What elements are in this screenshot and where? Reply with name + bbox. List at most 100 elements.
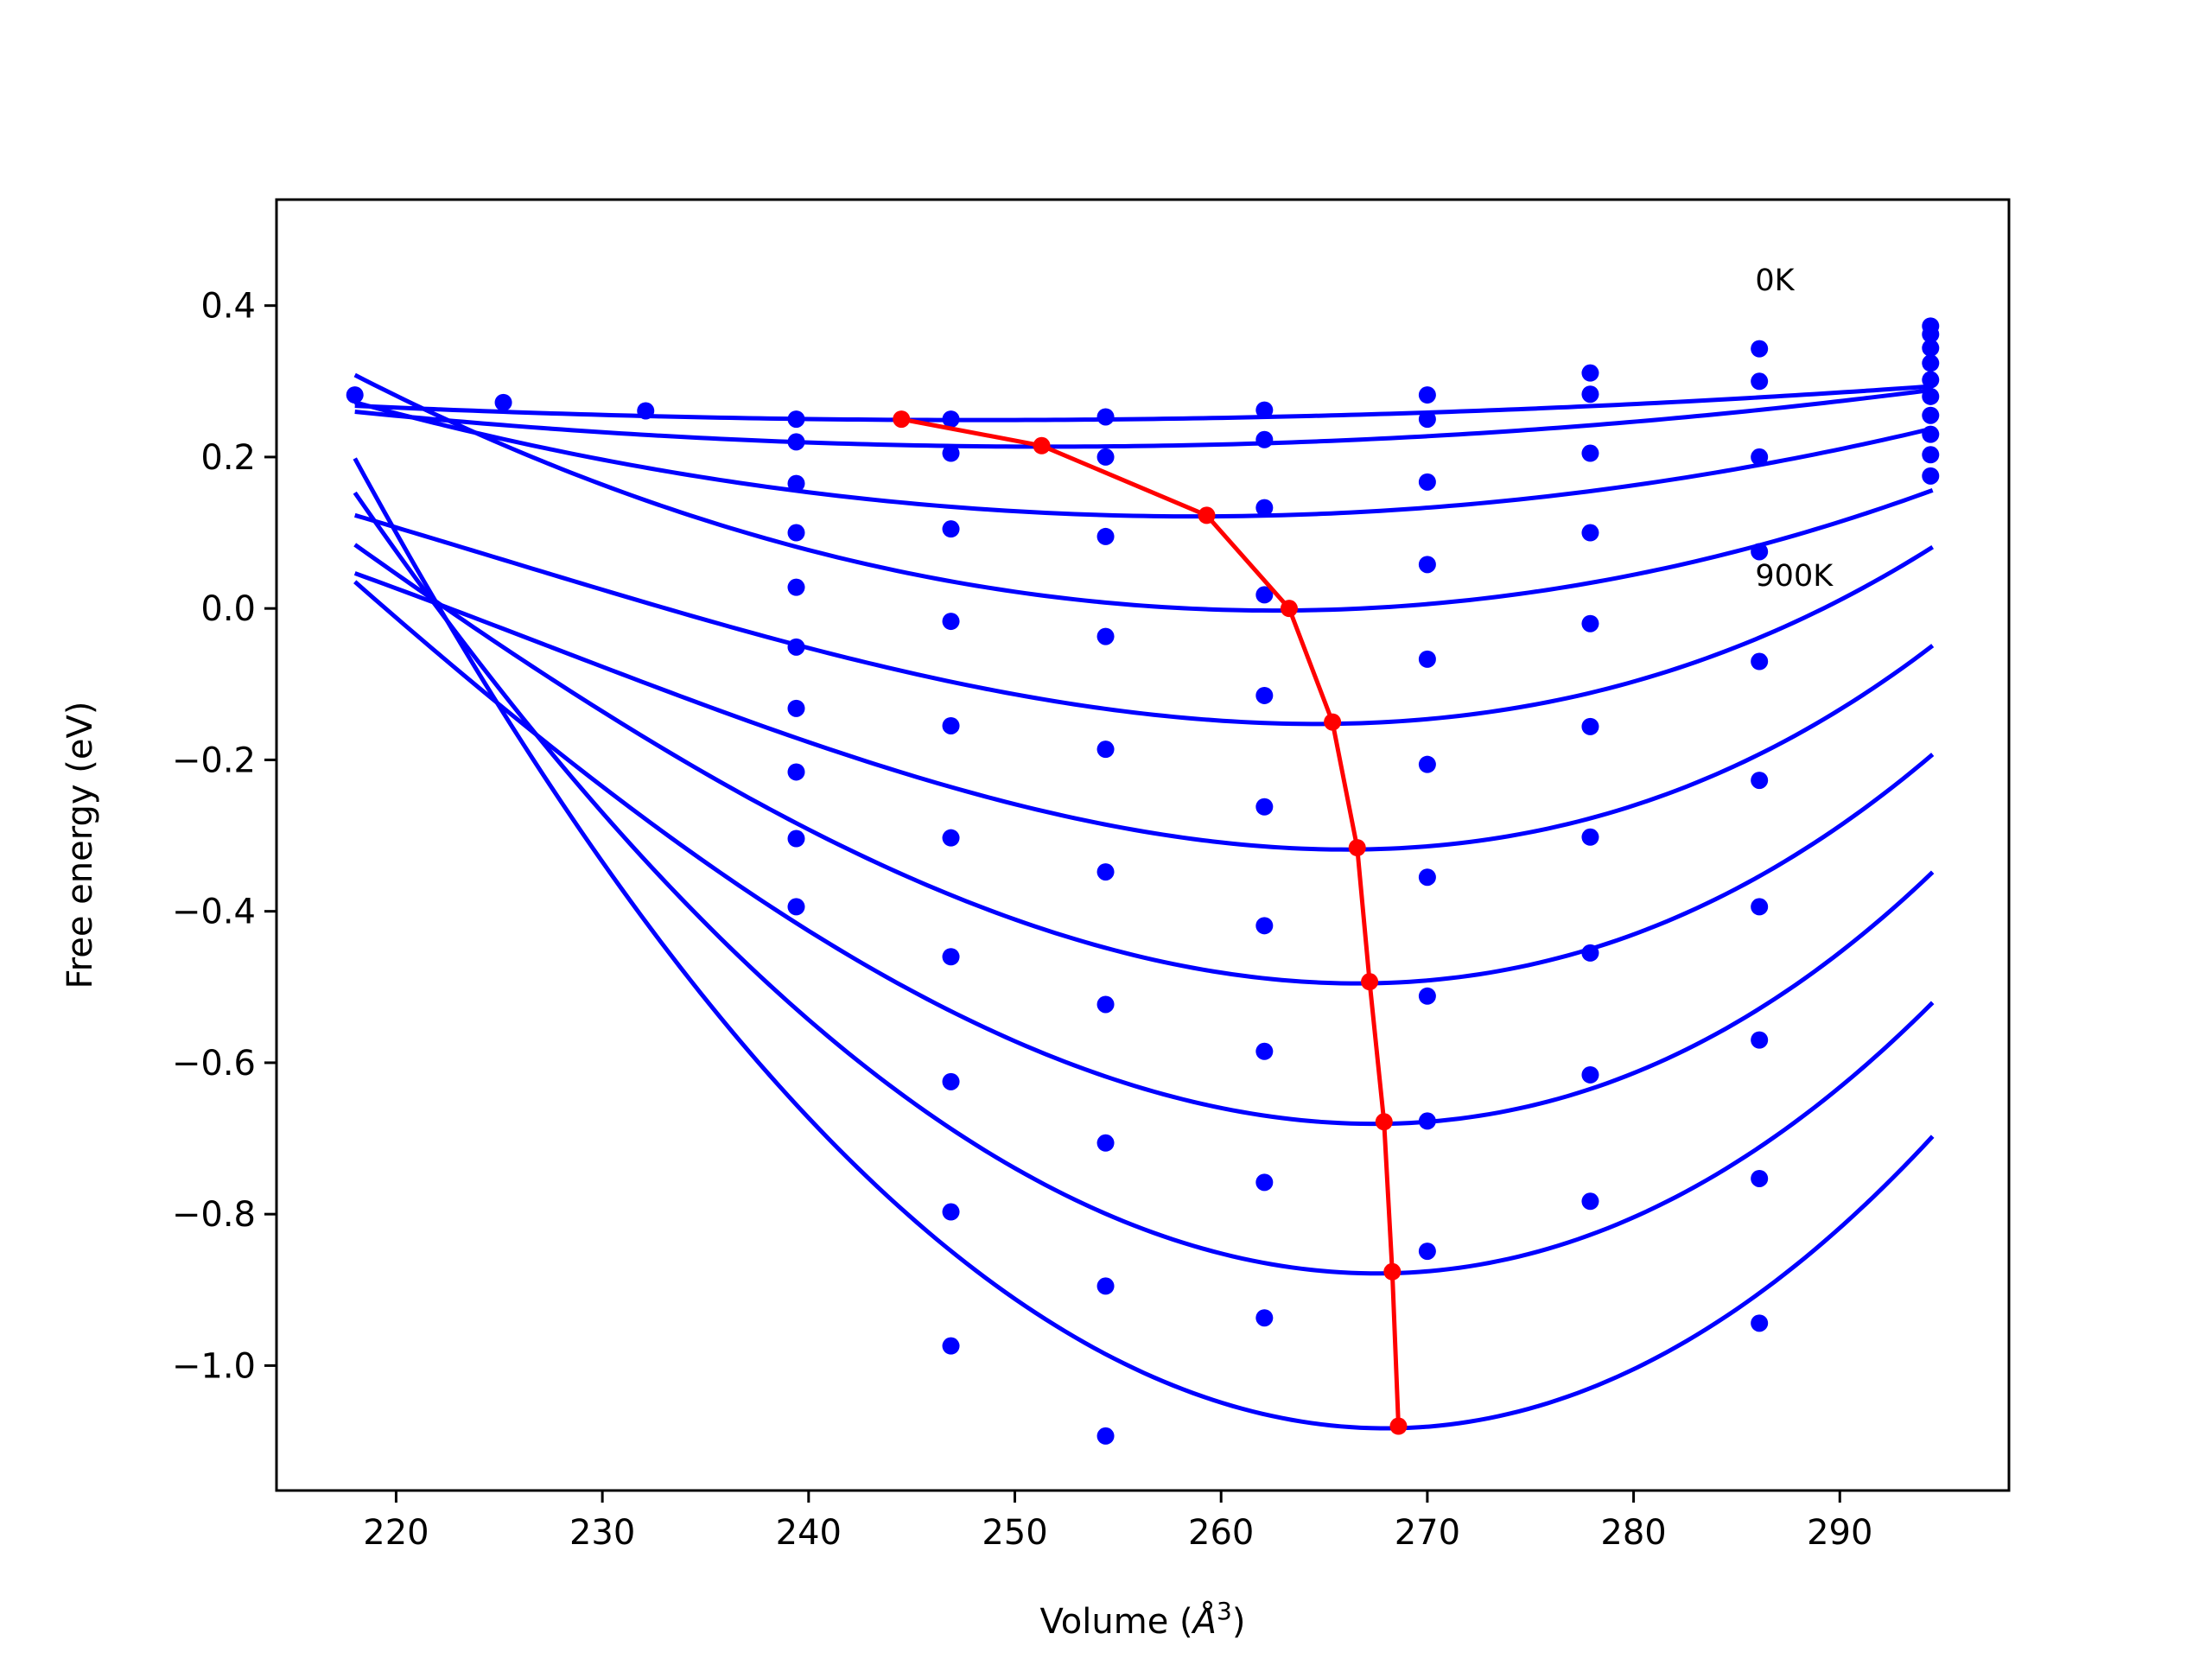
fit-curve-fit-500K [353, 571, 1935, 852]
data-point [1255, 586, 1274, 604]
x-tick-label: 290 [1807, 1513, 1872, 1553]
fit-curve-fit-700K [353, 580, 1935, 1127]
x-axis-title-suffix: ) [1232, 1602, 1246, 1642]
data-point [1922, 446, 1940, 464]
data-point [787, 699, 805, 717]
data-point [1922, 387, 1940, 405]
x-axis-title-superscript: 3 [1217, 1597, 1232, 1625]
fit-curve-fit-400K [353, 512, 1935, 727]
data-point [787, 474, 805, 493]
data-point [1096, 408, 1115, 426]
data-point [1581, 614, 1599, 632]
data-point [1751, 1314, 1769, 1332]
data-point [1922, 354, 1940, 372]
annotations-group: 0K 900K [1755, 264, 1834, 594]
fit-curves-group [353, 372, 1935, 1431]
data-point [1255, 1309, 1274, 1327]
data-point [942, 1203, 960, 1221]
data-point [787, 410, 805, 429]
fit-curve-fit-200K [354, 400, 1934, 519]
fit-curve-fit-100K [354, 387, 1933, 449]
equilibrium-point [1361, 973, 1379, 991]
equilibrium-point [1375, 1113, 1393, 1131]
data-point [1418, 868, 1436, 887]
data-point [1418, 987, 1436, 1005]
data-point [1581, 944, 1599, 962]
x-tick-label: 220 [363, 1513, 429, 1553]
y-tick-label: −1.0 [172, 1346, 256, 1386]
x-axis-title: Volume (Å3) [1040, 1597, 1246, 1642]
data-point [1922, 325, 1940, 343]
fit-curve-fit-600K [353, 543, 1935, 986]
data-point [1922, 467, 1940, 485]
data-points-group [346, 317, 1940, 1445]
data-point [1751, 898, 1769, 916]
x-tick-label: 240 [776, 1513, 842, 1553]
x-tick-label: 260 [1188, 1513, 1254, 1553]
data-point [1096, 1134, 1115, 1152]
ticks-group: 220 230 240 250 260 270 280 290 0.4 0.2 0.0 −0.2 −0.… [172, 287, 1873, 1553]
data-point [787, 763, 805, 781]
data-point [1255, 1042, 1274, 1060]
data-point [1751, 372, 1769, 391]
data-point [942, 716, 960, 734]
curve-annotation: 0K [1755, 264, 1795, 298]
data-point [1418, 1112, 1436, 1130]
fit-curve-fit-300K [353, 372, 1934, 613]
axis-titles-group: Volume (Å3) Free energy (eV) [60, 702, 1245, 1642]
equilibrium-point [1324, 713, 1342, 731]
data-point [1751, 543, 1769, 561]
data-point [1922, 406, 1940, 424]
data-point [1255, 430, 1274, 448]
data-point [787, 830, 805, 848]
equilibrium-point [1348, 839, 1366, 857]
data-point [942, 613, 960, 631]
data-point [1581, 364, 1599, 382]
x-axis-title-prefix: Volume ( [1040, 1602, 1193, 1642]
data-point [1418, 473, 1436, 491]
data-point [1418, 755, 1436, 773]
equilibrium-point [1198, 506, 1216, 524]
data-point [1418, 650, 1436, 668]
x-tick-label: 230 [569, 1513, 635, 1553]
equilibrium-point [893, 410, 911, 429]
data-point [1255, 686, 1274, 704]
data-point [1255, 1173, 1274, 1192]
y-tick-label: 0.0 [200, 589, 256, 629]
data-point [346, 386, 364, 404]
x-tick-label: 280 [1600, 1513, 1666, 1553]
x-axis-title-symbol: Å [1191, 1600, 1217, 1642]
data-point [1255, 499, 1274, 517]
data-point [942, 444, 960, 462]
data-point [1096, 448, 1115, 466]
fit-curve-fit-900K [353, 457, 1935, 1431]
data-point [942, 410, 960, 429]
data-point [1096, 741, 1115, 759]
data-point [942, 1337, 960, 1355]
data-point [942, 948, 960, 966]
y-tick-label: 0.2 [200, 438, 256, 478]
data-point [1096, 627, 1115, 645]
data-point [1418, 410, 1436, 429]
data-point [1922, 339, 1940, 357]
data-point [1581, 524, 1599, 542]
data-point [1096, 527, 1115, 545]
data-point [637, 402, 655, 420]
equilibrium-point [1389, 1417, 1408, 1435]
y-tick-label: −0.6 [172, 1044, 256, 1084]
x-tick-label: 270 [1395, 1513, 1460, 1553]
data-point [942, 829, 960, 847]
data-point [942, 1072, 960, 1090]
data-point [1751, 340, 1769, 358]
equilibrium-line-group [893, 410, 1408, 1435]
data-point [1096, 995, 1115, 1014]
fit-curve-fit-0K [354, 384, 1933, 423]
data-point [787, 638, 805, 656]
fit-curve-fit-800K [353, 491, 1935, 1276]
data-point [1096, 1277, 1115, 1295]
data-point [1255, 401, 1274, 419]
data-point [1255, 798, 1274, 816]
data-point [787, 578, 805, 596]
